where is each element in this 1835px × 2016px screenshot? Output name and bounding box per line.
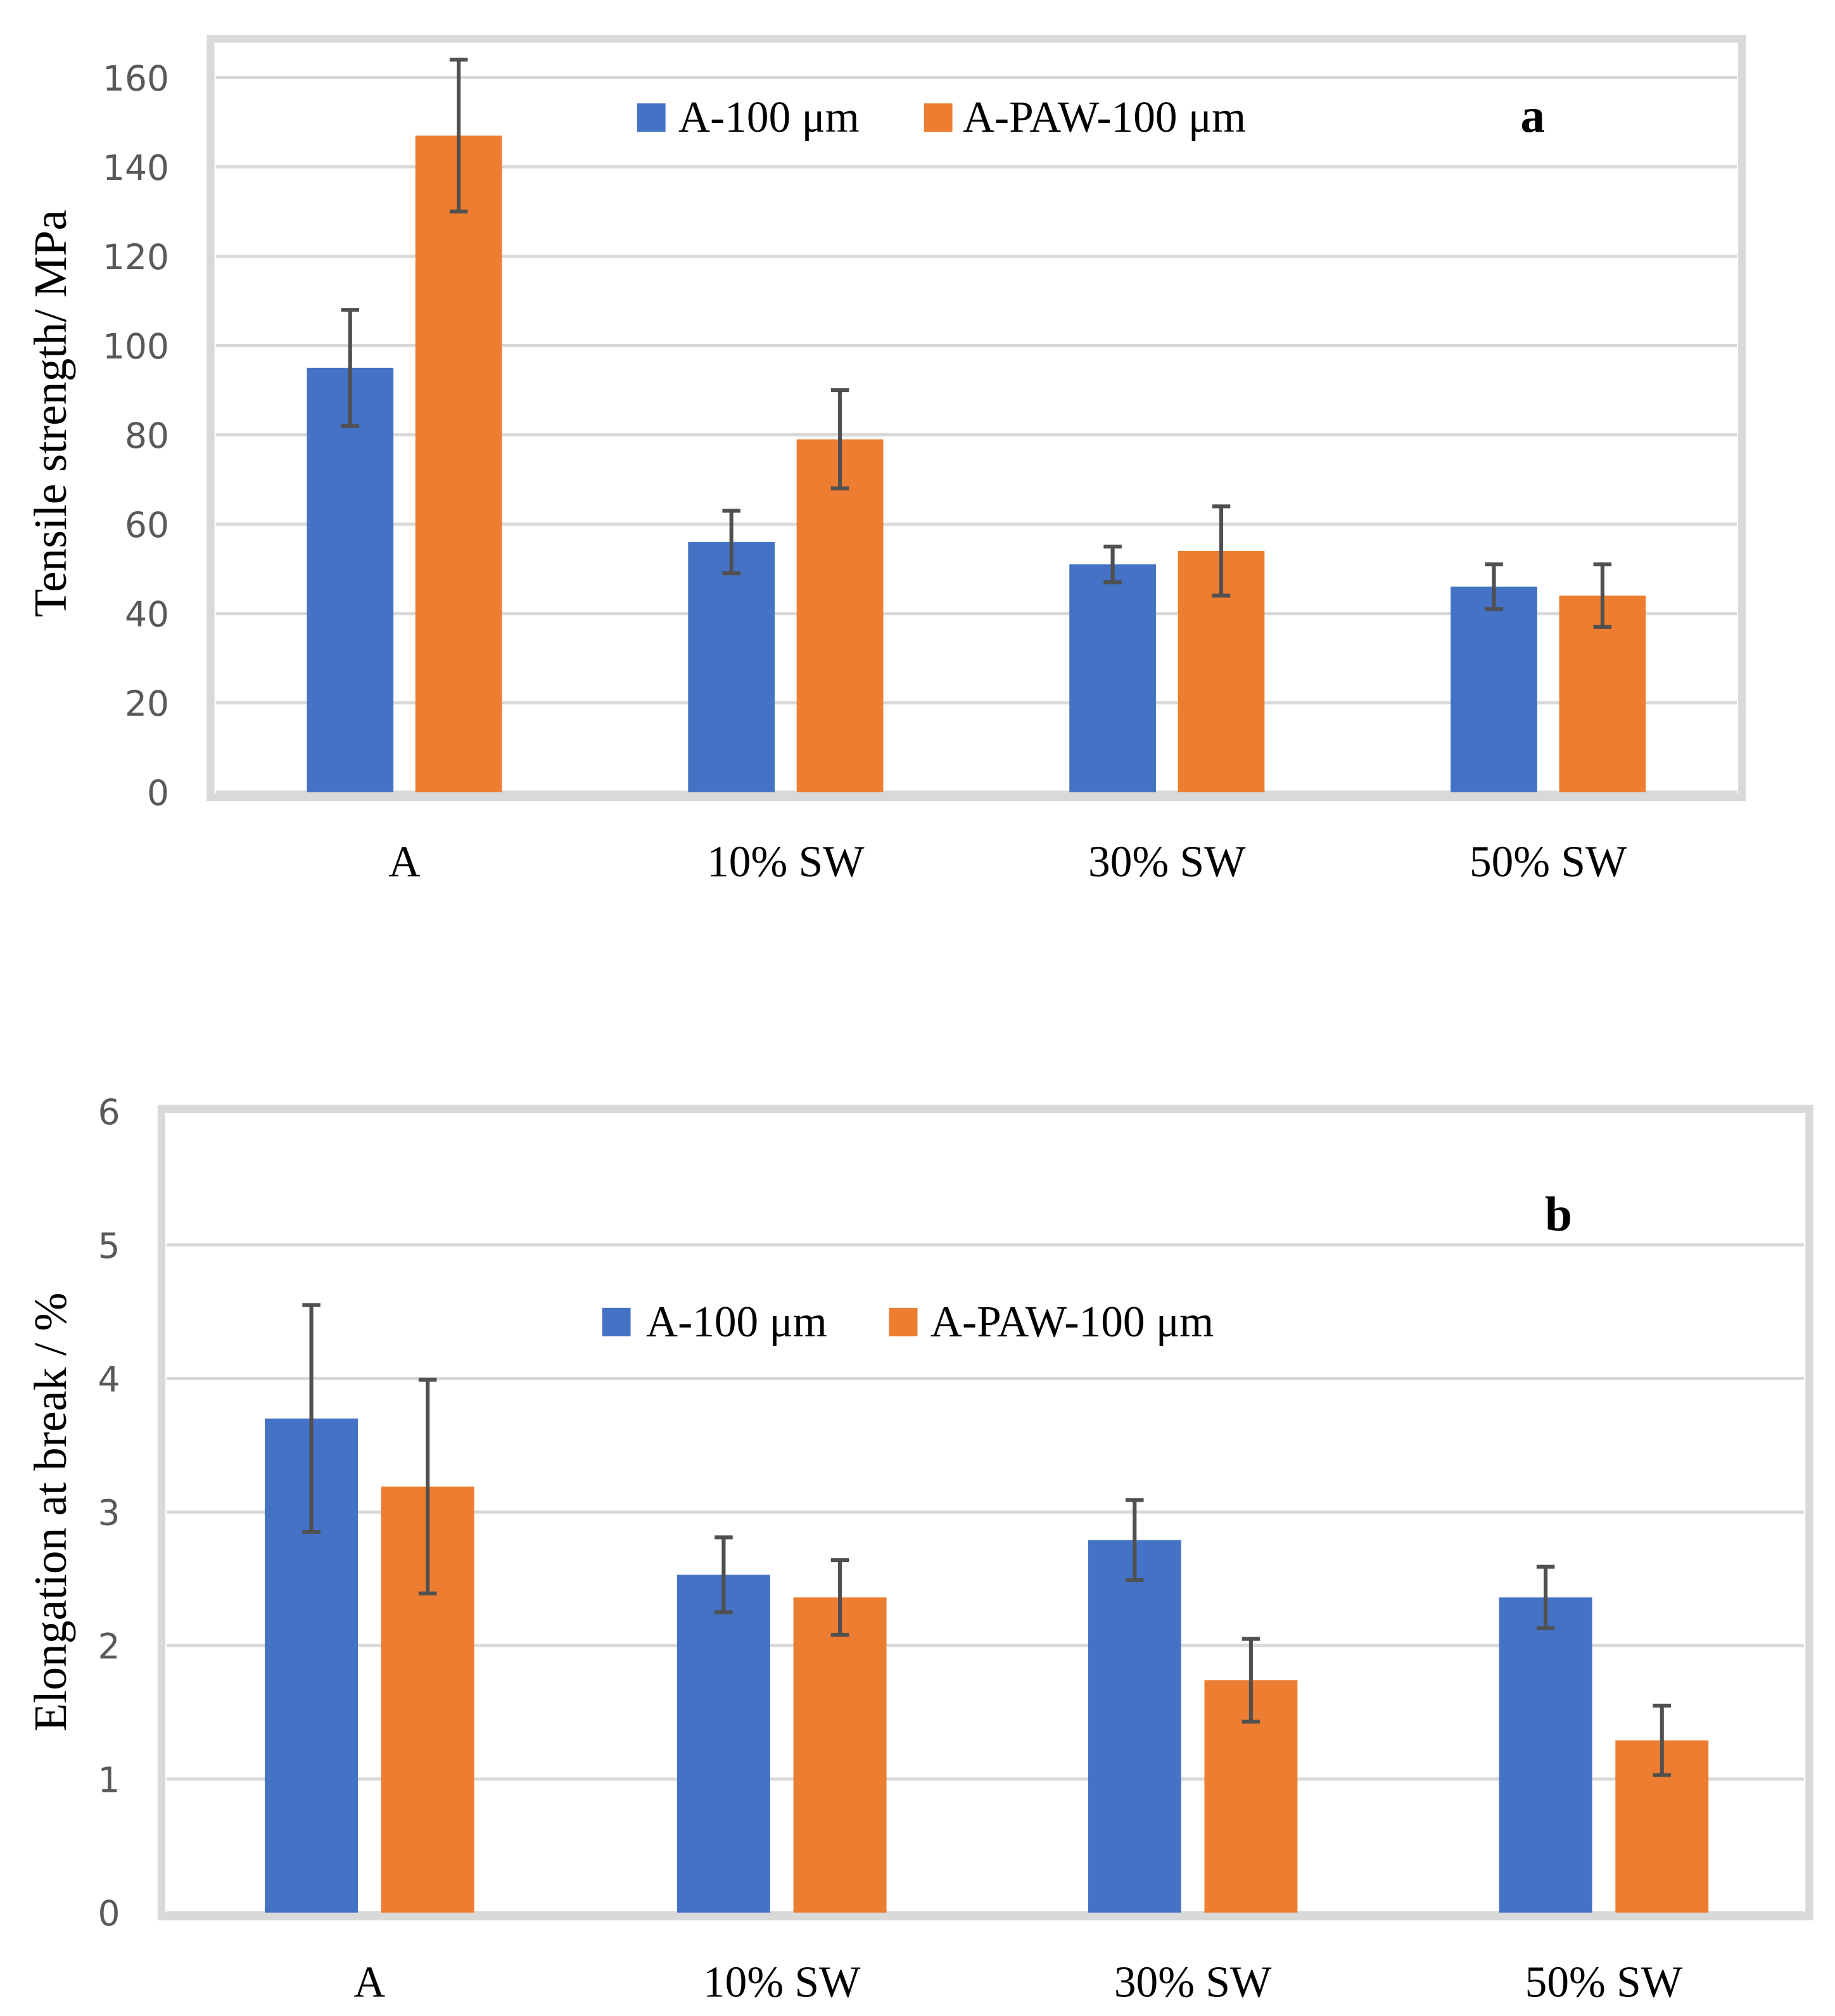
- bar: [793, 1597, 887, 1913]
- bar: [676, 1575, 770, 1913]
- bar: [1069, 564, 1156, 792]
- y-axis-title: Tensile strength/ MPa: [25, 210, 76, 617]
- bar: [1088, 1540, 1181, 1913]
- y-tick-label: 0: [147, 773, 169, 813]
- bar: [796, 439, 884, 792]
- legend-swatch: [637, 103, 666, 132]
- bar: [1499, 1597, 1592, 1913]
- y-tick-label: 5: [98, 1226, 120, 1266]
- x-category-label: 10% SW: [703, 1958, 861, 2006]
- panel-label: a: [1520, 88, 1545, 143]
- y-tick-label: 6: [98, 1092, 120, 1132]
- legend-swatch: [924, 103, 953, 132]
- bar: [415, 136, 502, 792]
- bar: [688, 542, 775, 792]
- y-tick-label: 4: [98, 1359, 120, 1400]
- x-category-label: A: [353, 1958, 385, 2006]
- x-category-label: 50% SW: [1525, 1958, 1683, 2006]
- y-tick-label: 100: [103, 326, 169, 367]
- panel-label: b: [1545, 1186, 1572, 1241]
- chart-panel-b: 0 1 2 3 4 5 6 A 10% SW 30% SW 50% SW Elongation at …: [25, 1092, 1813, 2006]
- y-tick-label: 40: [125, 594, 169, 635]
- x-category-label: 50% SW: [1470, 837, 1627, 886]
- y-tick-label: 120: [103, 237, 169, 277]
- bar: [307, 367, 394, 792]
- y-tick-label: 80: [125, 415, 169, 456]
- y-tick-label: 60: [125, 505, 169, 545]
- legend: A-100 μm A-PAW-100 μm: [637, 93, 1246, 142]
- plot-frame: [206, 35, 1746, 802]
- y-axis-title: Elongation at break / %: [25, 1293, 76, 1732]
- legend-label: A-PAW-100 μm: [930, 1298, 1214, 1347]
- x-category-label: 30% SW: [1088, 837, 1246, 886]
- legend-label: A-PAW-100 μm: [963, 93, 1246, 142]
- legend-swatch: [602, 1307, 631, 1336]
- chart-panel-a: 0 20 40 60 80 100 120 140 160 A 10% SW 30% SW 50% SW…: [25, 35, 1746, 886]
- y-tick-label: 1: [98, 1759, 120, 1800]
- y-tick-label: 20: [125, 683, 169, 724]
- x-category-label: A: [388, 837, 420, 886]
- legend: A-100 μm A-PAW-100 μm: [602, 1298, 1214, 1347]
- legend-label: A-100 μm: [646, 1298, 827, 1347]
- y-tick-label: 3: [98, 1493, 120, 1533]
- legend-swatch: [889, 1307, 918, 1336]
- y-tick-label: 0: [98, 1893, 120, 1934]
- legend-label: A-100 μm: [678, 93, 860, 142]
- y-tick-label: 160: [103, 58, 169, 99]
- x-category-label: 10% SW: [707, 837, 865, 886]
- y-tick-label: 140: [103, 148, 169, 188]
- x-category-label: 30% SW: [1114, 1958, 1272, 2006]
- bar: [1451, 586, 1537, 792]
- plot-frame: [157, 1105, 1813, 1921]
- y-tick-label: 2: [98, 1626, 120, 1666]
